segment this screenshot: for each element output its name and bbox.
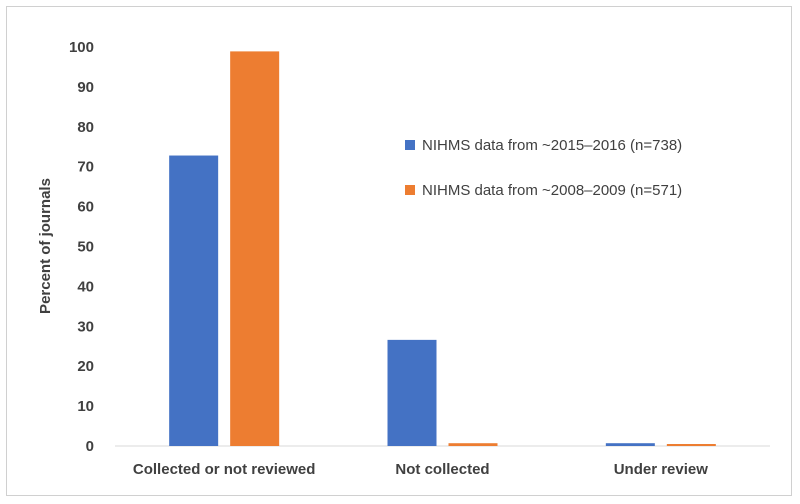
x-category-label: Not collected <box>395 461 489 478</box>
y-tick-label: 60 <box>77 199 94 216</box>
legend-swatch <box>405 185 415 195</box>
x-category-label: Collected or not reviewed <box>133 461 316 478</box>
y-axis-ticks: 0 10 20 30 40 50 60 70 80 90 100 <box>69 39 94 455</box>
x-category-label: Under review <box>614 461 709 478</box>
y-tick-label: 100 <box>69 39 94 56</box>
legend-label: NIHMS data from ~2008–2009 (n=571) <box>422 182 682 199</box>
y-tick-label: 10 <box>77 398 94 415</box>
bar-series2-0 <box>230 51 280 446</box>
y-axis-title: Percent of journals <box>37 178 54 314</box>
legend-swatch <box>405 140 415 150</box>
bar-series1-2 <box>605 443 655 446</box>
bar-series2-2 <box>666 444 716 446</box>
category-labels: Collected or not reviewed Not collected Un… <box>133 461 708 478</box>
bars <box>169 51 716 446</box>
y-tick-label: 70 <box>77 159 94 176</box>
y-tick-label: 30 <box>77 318 94 335</box>
legend: NIHMS data from ~2015–2016 (n=738) NIHMS … <box>405 137 682 199</box>
y-tick-label: 0 <box>86 438 94 455</box>
y-tick-label: 40 <box>77 278 94 295</box>
bar-series2-1 <box>448 443 498 446</box>
y-tick-label: 90 <box>77 79 94 96</box>
legend-label: NIHMS data from ~2015–2016 (n=738) <box>422 137 682 154</box>
y-tick-label: 80 <box>77 119 94 136</box>
y-tick-label: 20 <box>77 358 94 375</box>
y-tick-label: 50 <box>77 239 94 256</box>
bar-series1-0 <box>169 155 219 446</box>
bar-series1-1 <box>387 339 437 446</box>
